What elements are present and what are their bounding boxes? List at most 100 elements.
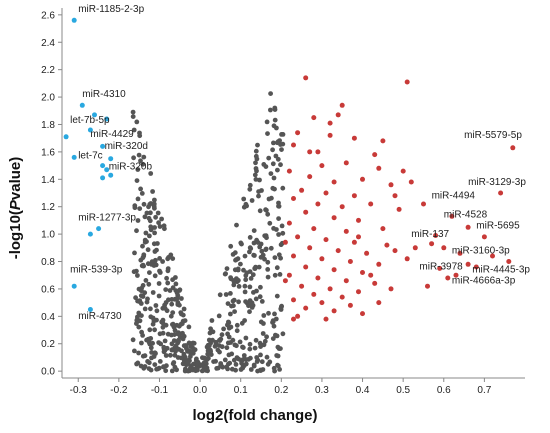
data-point-neutral <box>230 252 236 257</box>
data-point-neutral <box>139 329 145 335</box>
data-point-neutral <box>180 336 186 342</box>
data-point-up <box>356 234 361 240</box>
data-point-neutral <box>156 220 162 226</box>
data-point-up <box>303 264 309 270</box>
data-point-neutral <box>251 228 257 234</box>
data-point-neutral <box>176 347 182 352</box>
data-point-neutral <box>247 249 252 255</box>
x-tick-label: 0.6 <box>437 385 451 396</box>
data-point-neutral <box>274 293 280 299</box>
data-point-neutral <box>174 296 180 301</box>
data-point-up <box>368 272 374 278</box>
data-point-neutral <box>264 207 269 213</box>
x-tick-label: -0.3 <box>70 385 88 396</box>
data-point-up <box>323 237 329 243</box>
data-point-neutral <box>157 224 163 229</box>
y-tick-label: 0.6 <box>41 284 55 295</box>
data-point-neutral <box>253 148 259 154</box>
data-point-neutral <box>217 292 223 298</box>
data-point-up <box>343 228 349 234</box>
data-point-neutral <box>243 335 249 341</box>
data-point-up <box>449 213 455 219</box>
data-point-neutral <box>224 345 230 351</box>
data-point-up <box>307 149 313 155</box>
data-point-neutral <box>157 331 163 337</box>
data-point-neutral <box>130 114 136 119</box>
data-point-neutral <box>271 123 277 129</box>
data-point-up <box>372 280 378 286</box>
data-point-neutral <box>228 324 234 330</box>
data-point-neutral <box>219 332 225 338</box>
data-point-neutral <box>277 367 282 372</box>
data-point-neutral <box>218 361 224 366</box>
point-annotations: miR-1185-2-3pmiR-4310let-7b-5pmiR-4429mi… <box>70 4 530 322</box>
data-point-neutral <box>159 216 165 222</box>
data-point-neutral <box>137 133 143 139</box>
data-point-neutral <box>202 365 208 371</box>
data-point-neutral <box>216 313 222 319</box>
data-point-neutral <box>139 340 144 346</box>
data-point-neutral <box>225 366 231 372</box>
data-point-neutral <box>147 327 153 333</box>
data-point-neutral <box>189 365 195 371</box>
data-point-neutral <box>248 276 254 281</box>
data-point-neutral <box>275 363 281 369</box>
data-point-up <box>299 187 305 193</box>
data-point-neutral <box>175 331 181 337</box>
data-point-up <box>356 217 361 223</box>
data-point-up <box>343 278 349 284</box>
data-point-up <box>311 291 317 297</box>
data-point-neutral <box>247 346 253 352</box>
data-point-neutral <box>255 240 261 245</box>
data-point-neutral <box>264 235 269 241</box>
data-point-neutral <box>279 147 284 153</box>
neutral-points <box>130 91 286 374</box>
data-point-neutral <box>273 153 279 159</box>
data-point-neutral <box>164 363 169 369</box>
data-point-neutral <box>264 119 270 125</box>
data-point-neutral <box>267 220 273 226</box>
data-point-neutral <box>210 329 216 335</box>
data-point-neutral <box>146 281 152 287</box>
data-point-neutral <box>146 215 152 221</box>
data-point-neutral <box>205 351 211 357</box>
data-point-down <box>92 112 97 118</box>
data-point-neutral <box>265 267 271 272</box>
data-point-up <box>331 215 337 221</box>
data-point-neutral <box>153 303 159 308</box>
data-point-neutral <box>154 366 160 372</box>
point-label: miR-539-3p <box>70 265 123 276</box>
data-point-neutral <box>150 340 156 346</box>
data-point-neutral <box>165 280 171 286</box>
data-point-neutral <box>276 203 281 209</box>
data-point-neutral <box>272 105 278 111</box>
data-point-neutral <box>220 364 226 370</box>
data-point-neutral <box>258 344 263 349</box>
data-point-neutral <box>168 252 174 258</box>
data-point-neutral <box>270 147 275 153</box>
data-point-neutral <box>165 268 171 274</box>
data-point-up <box>307 174 313 180</box>
data-point-neutral <box>156 293 162 299</box>
data-point-neutral <box>233 362 239 367</box>
data-point-up <box>392 193 398 199</box>
data-point-neutral <box>168 313 174 319</box>
data-point-up <box>360 311 365 317</box>
data-point-up <box>286 220 292 226</box>
data-point-neutral <box>247 245 253 251</box>
point-label: miR-320b <box>109 162 153 173</box>
data-point-neutral <box>167 288 173 293</box>
data-point-up <box>315 275 321 281</box>
point-label: miR-4310 <box>82 89 126 100</box>
data-point-up <box>311 115 317 121</box>
data-point-neutral <box>152 362 158 367</box>
data-point-neutral <box>185 368 191 374</box>
data-point-neutral <box>150 321 156 327</box>
data-point-neutral <box>257 177 262 183</box>
data-point-neutral <box>243 201 249 207</box>
y-tick-label: 0.8 <box>41 257 55 268</box>
data-point-neutral <box>206 337 212 343</box>
data-point-up <box>323 190 329 196</box>
data-point-neutral <box>273 316 279 322</box>
data-point-neutral <box>130 109 136 115</box>
